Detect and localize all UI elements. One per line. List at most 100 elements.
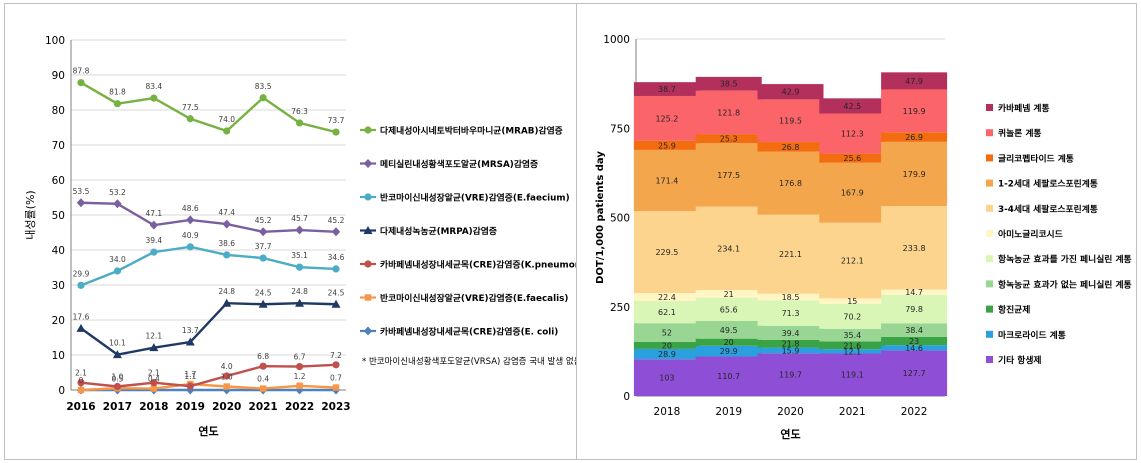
data-label: 177.5 xyxy=(717,171,740,180)
legend-label: 다제내성아시네토박터바우마니균(MRAB)감염증 xyxy=(380,125,563,137)
data-label: 79.8 xyxy=(905,305,923,314)
data-label: 47.9 xyxy=(905,77,923,86)
data-label: 17.6 xyxy=(73,312,90,321)
data-label: 73.7 xyxy=(328,116,345,125)
data-label: 39.4 xyxy=(146,236,163,245)
data-label: 38.6 xyxy=(218,239,235,248)
legend-label: 글리코펩타이드 계통 xyxy=(998,152,1074,164)
data-label: 76.3 xyxy=(291,107,308,116)
data-label: 47.1 xyxy=(146,209,163,218)
x-tick-label: 2020 xyxy=(212,401,241,413)
data-label: 112.3 xyxy=(841,130,864,139)
bar-segment xyxy=(757,347,824,354)
bar-segment xyxy=(819,349,886,354)
bar-segment xyxy=(633,293,700,302)
data-label: 1.0 xyxy=(221,373,233,382)
data-label: 21 xyxy=(724,290,734,299)
data-label: 39.4 xyxy=(782,329,800,338)
bar-segment xyxy=(881,289,948,295)
panel-divider xyxy=(576,3,577,460)
bar-segment xyxy=(881,141,948,207)
y-tick-label: 1000 xyxy=(603,34,630,46)
bar-segment xyxy=(757,151,824,215)
data-label: 20 xyxy=(724,338,734,347)
legend-label: 다제내성녹농균(MRPA)감염증 xyxy=(380,225,497,237)
data-point xyxy=(295,119,304,127)
bar-segment xyxy=(633,149,700,212)
data-point xyxy=(186,243,194,251)
legend-label: 3-4세대 세팔로스포린계통 xyxy=(998,203,1098,215)
data-point xyxy=(186,215,195,225)
x-tick-label: 2020 xyxy=(777,406,804,418)
data-label: 81.8 xyxy=(109,88,126,97)
data-point xyxy=(150,385,158,392)
legend-marker xyxy=(364,294,372,301)
data-label: 24.5 xyxy=(328,288,345,297)
y-tick-label: 30 xyxy=(52,280,65,292)
y-tick-label: 60 xyxy=(52,175,65,187)
bar-segment xyxy=(819,153,886,163)
data-point xyxy=(113,267,122,275)
data-point xyxy=(77,386,85,394)
x-axis-title: 연도 xyxy=(780,427,800,441)
legend-swatch xyxy=(986,129,993,137)
data-point xyxy=(223,372,231,380)
legend-swatch xyxy=(986,255,993,263)
data-label: 29.9 xyxy=(73,269,90,278)
data-point xyxy=(295,362,304,371)
data-label: 119.7 xyxy=(779,371,802,380)
data-label: 35.4 xyxy=(843,331,861,340)
data-label: 65.6 xyxy=(720,305,738,314)
data-label: 45.2 xyxy=(255,216,272,225)
legend-label: 메티실린내성황색포도알균(MRSA)감염증 xyxy=(380,158,538,170)
data-label: 53.5 xyxy=(73,187,90,196)
data-label: 29.9 xyxy=(720,347,738,356)
data-label: 234.1 xyxy=(717,244,740,253)
data-label: 34.0 xyxy=(109,255,126,264)
legend-marker xyxy=(363,226,373,234)
bar-segment xyxy=(819,222,886,299)
bar-segment xyxy=(633,301,700,324)
bar-segment xyxy=(819,98,886,114)
bar-segment xyxy=(633,348,700,360)
legend-label: 1-2세대 세팔로스포린계통 xyxy=(998,178,1098,190)
data-point xyxy=(223,383,230,390)
data-label: 2.1 xyxy=(75,369,87,378)
data-label: 38.7 xyxy=(658,85,676,94)
data-label: 103 xyxy=(659,374,674,383)
legend-label: 마크로라이드 계통 xyxy=(998,329,1066,341)
data-label: 49.5 xyxy=(720,326,738,335)
data-point xyxy=(186,382,194,390)
data-label: 14.7 xyxy=(905,288,923,297)
bar-segment xyxy=(881,323,948,337)
data-point xyxy=(149,220,159,230)
bar-segment xyxy=(757,353,824,396)
legend-label: 기타 항생제 xyxy=(998,354,1042,366)
bar-segment xyxy=(695,338,762,346)
data-label: 6.8 xyxy=(257,352,269,361)
data-point xyxy=(222,219,231,229)
bar-segment xyxy=(633,95,700,141)
data-label: 71.3 xyxy=(782,309,800,318)
legend-label: 반코마이신내성장알균(VRE)감염증(E.faecalis) xyxy=(380,292,568,304)
x-tick-label: 2016 xyxy=(66,401,95,413)
data-point xyxy=(223,251,231,259)
y-tick-label: 0 xyxy=(623,391,630,403)
data-label: 2.1 xyxy=(148,369,160,378)
data-label: 212.1 xyxy=(841,257,864,266)
x-axis-title: 연도 xyxy=(198,424,218,438)
line-chart-resistance: 0 10 20 30 40 50 60 70 80 90 100 2016 2017 2018 2019 20… xyxy=(24,35,576,438)
legend-marker xyxy=(364,193,372,201)
bar-segment xyxy=(819,113,886,154)
data-point xyxy=(150,248,158,256)
bar-segment xyxy=(633,140,700,150)
bar-segment xyxy=(695,134,762,144)
bar-segment xyxy=(695,76,762,91)
y-tick-label: 750 xyxy=(610,123,630,135)
data-label: 20 xyxy=(662,341,672,350)
x-tick-label: 2019 xyxy=(176,401,205,413)
data-label: 119.9 xyxy=(903,107,926,116)
legend-swatch xyxy=(986,230,993,237)
bar-segment xyxy=(633,341,700,349)
